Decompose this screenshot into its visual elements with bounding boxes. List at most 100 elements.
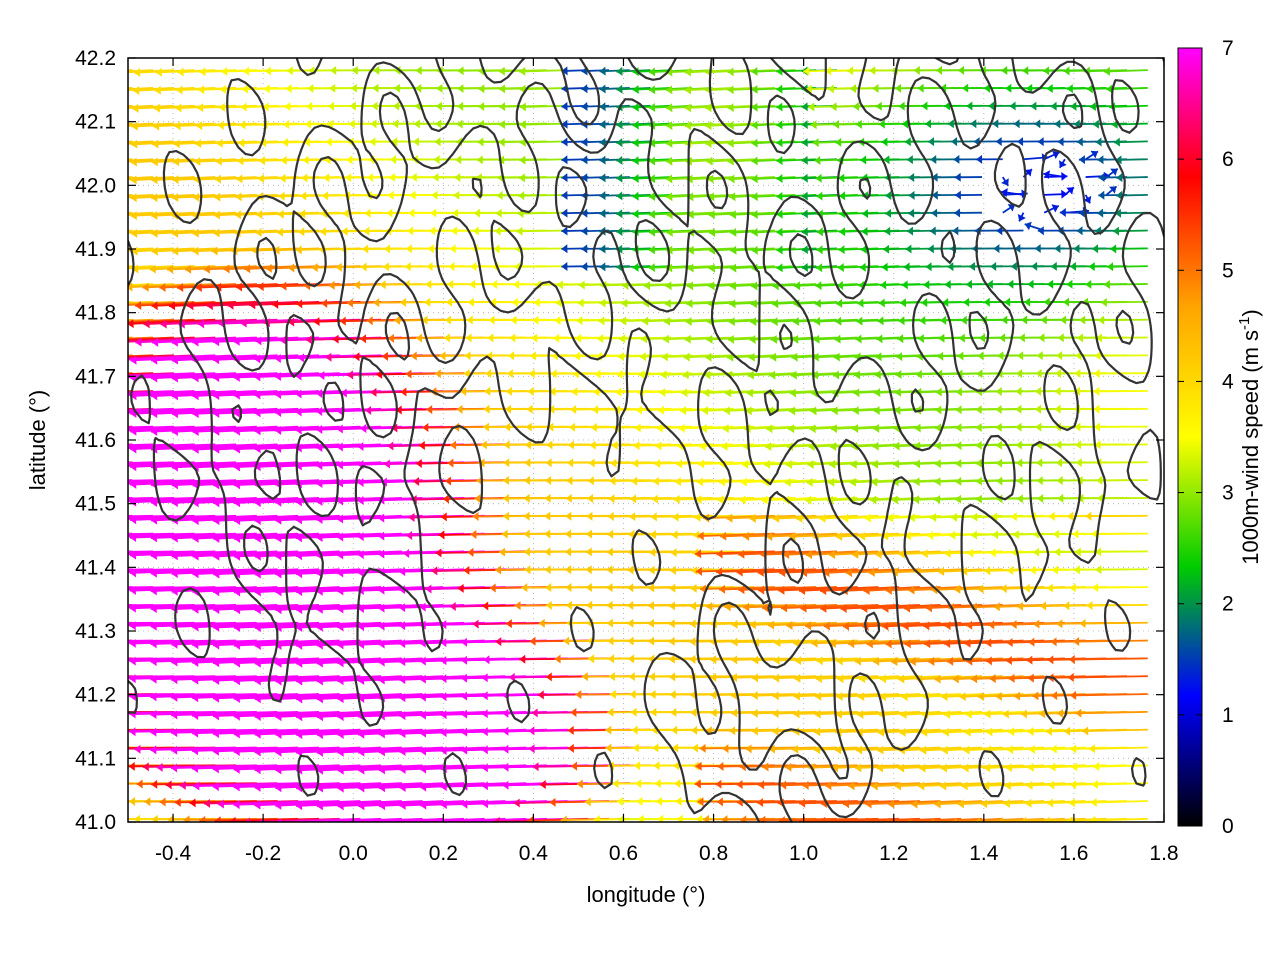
wind-vector-shaft [233, 728, 340, 736]
wind-vector-shaft [856, 728, 920, 734]
wind-vector-head [689, 654, 696, 664]
wind-vector-shaft [901, 693, 962, 698]
wind-vector-shaft [940, 764, 1003, 770]
colorbar-title-main: 1000m-wind speed (m s [1238, 330, 1263, 565]
wind-vector-head [27, 495, 33, 504]
wind-vector-head [129, 727, 136, 737]
wind-vector-head [192, 640, 199, 650]
wind-vector-head [440, 674, 447, 684]
wind-vector-head [150, 727, 157, 737]
wind-vector-head [570, 708, 577, 718]
wind-vector-head [69, 175, 75, 184]
wind-vector-head [69, 86, 75, 95]
wind-vector-head [212, 711, 220, 721]
wind-vector-head [112, 86, 118, 95]
wind-vector-head [836, 692, 843, 702]
y-tick-label: 41.1 [75, 747, 116, 770]
wind-vector-head [1051, 691, 1058, 701]
wind-vector-head [1026, 780, 1033, 790]
wind-vector-head [34, 619, 40, 628]
colorbar-tick-label: 1 [1222, 704, 1234, 727]
wind-vector-shaft [836, 657, 900, 663]
wind-vector-shaft [858, 693, 920, 698]
wind-vector-head [93, 282, 99, 291]
wind-vector-head [461, 817, 468, 822]
wind-vector-shaft [829, 639, 900, 645]
wind-vector-shaft [128, 140, 133, 143]
wind-vector-head [695, 761, 702, 771]
wind-vector-head [461, 799, 468, 809]
wind-vector-head [296, 730, 303, 740]
wind-vector-shaft [254, 764, 361, 771]
wind-vector-shaft [941, 746, 1003, 752]
wind-vector-head [652, 743, 659, 753]
wind-vector-head [1020, 709, 1028, 719]
wind-vector-head [399, 639, 406, 649]
wind-vector-shaft [212, 693, 320, 700]
wind-vector-head [57, 673, 63, 682]
wind-vector-shaft [835, 710, 900, 716]
wind-vector-head [399, 657, 406, 667]
wind-vector-head [112, 355, 118, 364]
wind-vector-head [943, 709, 951, 719]
wind-vector-head [191, 728, 199, 738]
wind-vector-shaft [831, 764, 900, 769]
wind-vector-head [588, 654, 595, 664]
wind-vector-head [88, 585, 94, 594]
wind-vector-shaft [254, 782, 361, 789]
wind-vector-head [745, 744, 752, 754]
wind-vector-head [399, 765, 406, 775]
wind-vector-head [399, 782, 406, 792]
wind-vector-head [1027, 762, 1034, 772]
wind-vector-head [995, 691, 1002, 701]
wind-vector-head [88, 673, 94, 682]
y-tick-label: 42.0 [75, 174, 116, 197]
wind-vector-shaft [894, 782, 962, 788]
wind-vector-head [254, 640, 261, 650]
wind-vector-head [493, 816, 500, 822]
wind-vector-head [762, 762, 769, 772]
wind-vector-head [951, 817, 958, 822]
wind-vector-head [814, 727, 821, 737]
wind-vector-shaft [961, 782, 1024, 788]
wind-vector-head [528, 726, 535, 736]
wind-vector-head [794, 673, 801, 683]
wind-vector-head [419, 746, 427, 756]
wind-vector-head [378, 657, 385, 667]
wind-vector-head [440, 710, 447, 720]
wind-vector-head [67, 655, 73, 664]
wind-vector-head [756, 798, 764, 808]
wind-vector-head [337, 729, 344, 739]
wind-vector-head [233, 658, 241, 668]
wind-vector-head [378, 747, 385, 757]
wind-vector-head [842, 799, 850, 809]
wind-vector-head [233, 764, 240, 774]
y-tick-label: 41.7 [75, 365, 116, 388]
wind-vector-head [136, 779, 143, 789]
wind-vector-head [710, 708, 717, 718]
wind-vector-head [690, 708, 697, 718]
wind-vector-head [963, 745, 970, 755]
wind-vector-head [89, 140, 95, 149]
wind-vector-head [129, 674, 136, 684]
wind-vector-head [57, 708, 63, 717]
wind-vector-head [1028, 637, 1035, 647]
wind-vector-head [70, 211, 76, 220]
wind-vector-head [109, 674, 115, 683]
wind-vector-shaft [171, 639, 278, 646]
wind-vector-shaft [128, 407, 133, 410]
wind-vector-head [934, 674, 941, 684]
colorbar-tick-label: 5 [1222, 259, 1234, 282]
wind-vector-shaft [921, 728, 983, 734]
colorbar-tick-label: 4 [1222, 370, 1234, 393]
wind-vector-head [183, 815, 190, 822]
wind-vector-head [834, 745, 842, 755]
wind-vector-head [1020, 816, 1027, 822]
wind-vector-head [275, 729, 282, 739]
wind-vector-head [906, 817, 912, 822]
wind-vector-head [861, 817, 868, 822]
wind-vector-shaft [794, 657, 858, 662]
wind-vector-head [904, 639, 911, 649]
wind-vector-head [813, 745, 821, 755]
wind-vector-head [213, 640, 220, 650]
